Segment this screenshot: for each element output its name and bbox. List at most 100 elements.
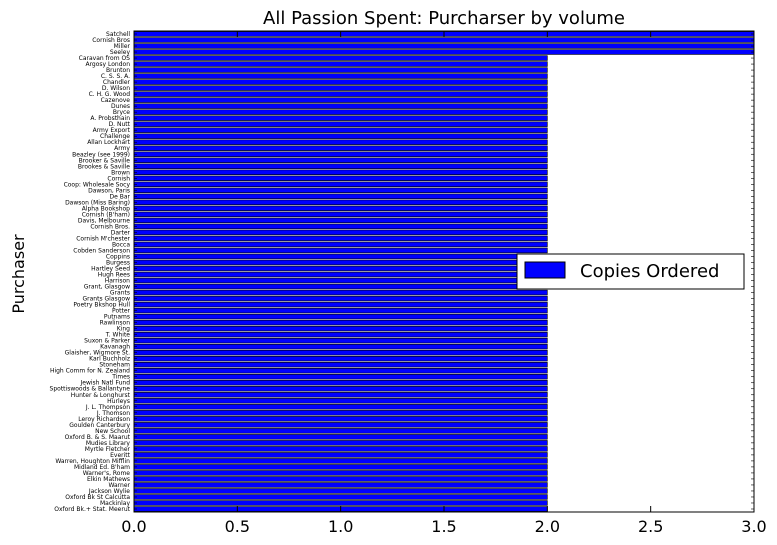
bar xyxy=(133,79,548,85)
y-tick-label: Miller xyxy=(114,43,131,50)
y-tick-label: Glaisher, Wigmore St. xyxy=(65,350,130,357)
y-tick-label: Times xyxy=(111,374,130,381)
bar xyxy=(133,97,548,103)
y-tick-label: New School xyxy=(95,428,130,435)
bar xyxy=(133,49,755,55)
bar xyxy=(133,145,548,151)
y-tick-label: Hugh Rees xyxy=(98,272,130,279)
bar xyxy=(133,163,548,169)
y-tick-label: Brookes & Saville xyxy=(78,163,130,170)
bar xyxy=(133,446,548,452)
y-tick-label: Seeley xyxy=(110,49,131,56)
bar xyxy=(133,337,548,344)
bar xyxy=(133,482,548,488)
bar xyxy=(133,343,548,350)
bar xyxy=(133,428,548,434)
bar xyxy=(133,283,548,290)
bar xyxy=(133,277,548,284)
bar xyxy=(133,470,548,476)
y-tick-label: Grants Glasgow xyxy=(83,296,131,303)
y-tick-label: Chandler xyxy=(103,79,131,86)
bar xyxy=(133,392,548,398)
bar xyxy=(133,67,548,73)
bars-group xyxy=(133,31,755,512)
bar xyxy=(133,361,548,368)
y-tick-label: D. Wilson xyxy=(102,85,130,92)
x-axis: 0.0 0.5 1.0 1.5 2.0 2.5 3.0 xyxy=(121,31,767,536)
bar xyxy=(133,103,548,109)
bar xyxy=(133,199,548,206)
y-tick-label: Cornish Bros xyxy=(92,37,130,44)
y-tick-label: Midland Ed. B'ham xyxy=(74,464,130,471)
bar xyxy=(133,73,548,79)
bar xyxy=(133,410,548,416)
y-tick-label: Coppins xyxy=(106,253,130,260)
bar xyxy=(133,422,548,428)
y-tick-label: Cornish M'chester xyxy=(76,235,130,242)
bar xyxy=(133,464,548,470)
x-tick-label: 2.5 xyxy=(638,517,663,536)
bar xyxy=(133,37,755,43)
legend-swatch xyxy=(524,261,566,279)
bar xyxy=(133,181,548,188)
y-tick-label: Argosy London xyxy=(85,61,130,68)
y-tick-label: Oxford Bk.+ Stat. Meerut xyxy=(54,506,130,513)
bar xyxy=(133,452,548,458)
bar xyxy=(133,61,548,67)
chart-title: All Passion Spent: Purcharser by volume xyxy=(263,8,625,29)
bar xyxy=(133,211,548,218)
bar xyxy=(133,109,548,115)
y-tick-label: Brooker & Saville xyxy=(79,157,131,164)
y-tick-label: Cazenove xyxy=(101,97,131,104)
y-tick-label: Coop: Wholesale Socy xyxy=(64,181,131,188)
bar xyxy=(133,187,548,194)
bar xyxy=(133,476,548,482)
bar xyxy=(133,440,548,446)
bar xyxy=(133,386,548,392)
plot-frame xyxy=(133,30,755,513)
bar xyxy=(133,193,548,200)
bar xyxy=(133,235,548,242)
bar xyxy=(133,319,548,326)
y-tick-label: Davis, Melbourne xyxy=(78,217,130,224)
bar xyxy=(133,374,548,380)
x-tick-label: 2.0 xyxy=(535,517,560,536)
bar xyxy=(133,139,548,145)
y-tick-label: High Comm for N. Zealand xyxy=(50,368,130,375)
bar xyxy=(133,301,548,308)
bar xyxy=(133,313,548,320)
y-tick-label: Army Export xyxy=(93,127,131,134)
y-tick-label: Allan Lockhart xyxy=(87,139,130,146)
bar xyxy=(133,265,548,272)
y-tick-label: Stoneham xyxy=(99,362,130,369)
y-tick-label: Goulden Canterbury xyxy=(69,422,130,429)
y-tick-label: Warner's, Rome xyxy=(83,470,131,477)
y-tick-label: C. S. S. A. xyxy=(101,73,130,80)
y-tick-label: Oxford B. & S. Maarut xyxy=(65,434,131,441)
y-tick-label: Karl Buchholz xyxy=(89,356,130,363)
y-tick-label: Poetry Bkshop Hull xyxy=(73,302,130,309)
y-tick-label: Leroy Richardson xyxy=(78,416,130,423)
bar xyxy=(133,241,548,248)
bar xyxy=(133,368,548,374)
x-tick-label: 3.0 xyxy=(741,517,766,536)
y-tick-label: King xyxy=(117,326,130,333)
bar xyxy=(133,223,548,230)
bar xyxy=(133,295,548,302)
bar xyxy=(133,91,548,97)
bar xyxy=(133,133,548,139)
y-tick-label: Putnams xyxy=(104,314,130,321)
y-tick-label: Mudies Library xyxy=(86,440,131,447)
bar xyxy=(133,458,548,464)
bar xyxy=(133,247,548,254)
bar xyxy=(133,398,548,404)
y-tick-label: Dawson, Paris xyxy=(88,187,130,194)
y-tick-label: Bocca xyxy=(112,241,130,248)
x-tick-label: 1.0 xyxy=(328,517,353,536)
legend: Copies Ordered xyxy=(516,253,745,290)
y-tick-label: Warren, Houghton Mifflin xyxy=(55,458,130,465)
y-tick-label: Hurleys xyxy=(107,398,130,405)
y-tick-label: Myrtle Fletcher xyxy=(85,446,131,453)
y-axis-label: Purchaser xyxy=(9,234,28,314)
bar xyxy=(133,331,548,338)
